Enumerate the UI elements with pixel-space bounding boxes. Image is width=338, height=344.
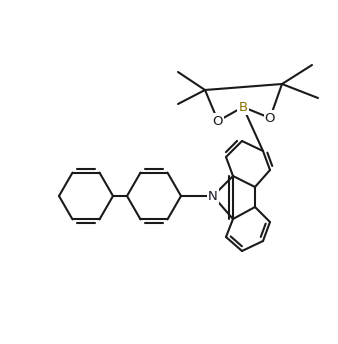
Text: O: O xyxy=(265,111,275,125)
Text: N: N xyxy=(208,190,218,203)
Text: B: B xyxy=(238,100,247,114)
Text: O: O xyxy=(213,115,223,128)
